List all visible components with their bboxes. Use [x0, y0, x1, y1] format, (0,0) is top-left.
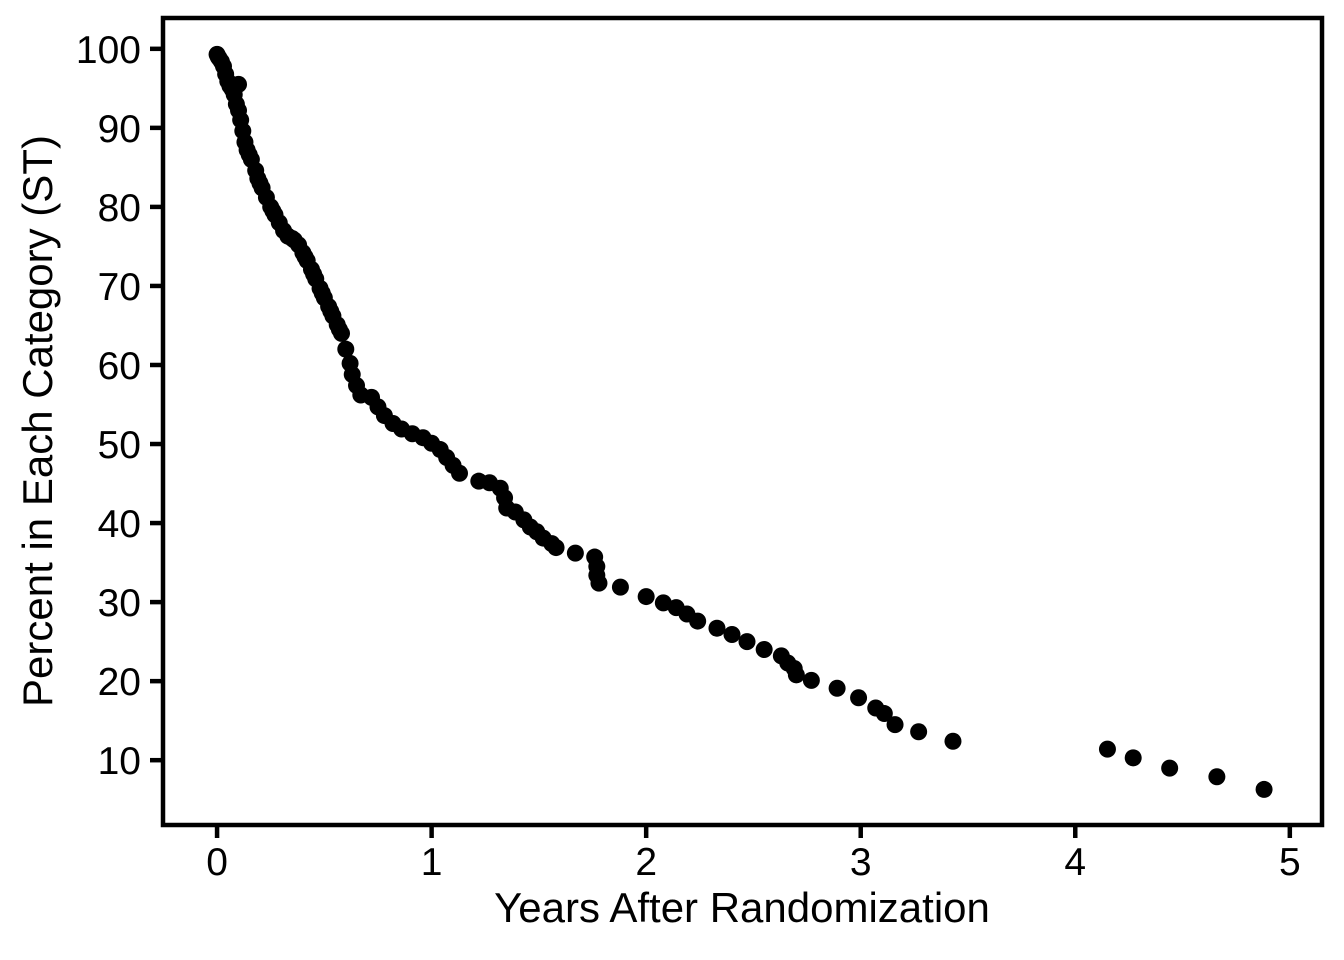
data-point	[910, 723, 928, 741]
x-tick-label: 0	[206, 841, 228, 884]
x-axis-title: Years After Randomization	[494, 884, 990, 931]
data-point	[689, 612, 707, 630]
data-point	[637, 588, 655, 606]
data-point	[451, 464, 469, 482]
y-tick-label: 60	[98, 345, 141, 388]
x-tick-label: 3	[850, 841, 872, 884]
data-point	[337, 340, 355, 358]
data-point	[654, 594, 672, 612]
plot-layer: 0 1 2 3 4 5 10 20 30 40 50 60 70 80 90 100	[76, 15, 1325, 884]
y-axis-title: Percent in Each Category (ST)	[14, 135, 61, 707]
y-tick-label: 20	[98, 661, 141, 704]
data-point	[1124, 749, 1142, 767]
y-tick-label: 100	[76, 29, 141, 72]
x-tick-label: 4	[1064, 841, 1086, 884]
data-point	[886, 716, 904, 734]
data-point	[1161, 759, 1179, 777]
y-tick-label: 40	[98, 503, 141, 546]
y-tick-label: 70	[98, 266, 141, 309]
x-tick-label: 5	[1279, 841, 1301, 884]
y-tick-label: 90	[98, 108, 141, 151]
data-point	[1208, 768, 1226, 786]
data-point	[802, 671, 820, 689]
y-tick-label: 50	[98, 424, 141, 467]
data-point	[723, 626, 741, 644]
data-point	[611, 578, 629, 596]
data-point	[333, 324, 351, 342]
data-point	[828, 679, 846, 697]
data-point	[787, 666, 805, 684]
data-point	[755, 641, 773, 659]
data-point	[547, 539, 565, 557]
x-tick-label: 1	[421, 841, 443, 884]
data-point	[590, 574, 608, 592]
y-tick-label: 80	[98, 187, 141, 230]
data-point	[708, 619, 726, 637]
data-point	[230, 75, 248, 93]
plot-border	[160, 15, 1325, 828]
data-point	[875, 705, 893, 723]
data-point	[738, 633, 756, 651]
y-tick-label: 10	[98, 740, 141, 783]
data-point	[1255, 780, 1273, 798]
data-point	[850, 689, 868, 707]
data-point	[566, 544, 584, 562]
data-point	[944, 732, 962, 750]
x-tick-label: 2	[635, 841, 657, 884]
y-tick-label: 30	[98, 582, 141, 625]
data-point	[1098, 740, 1116, 758]
